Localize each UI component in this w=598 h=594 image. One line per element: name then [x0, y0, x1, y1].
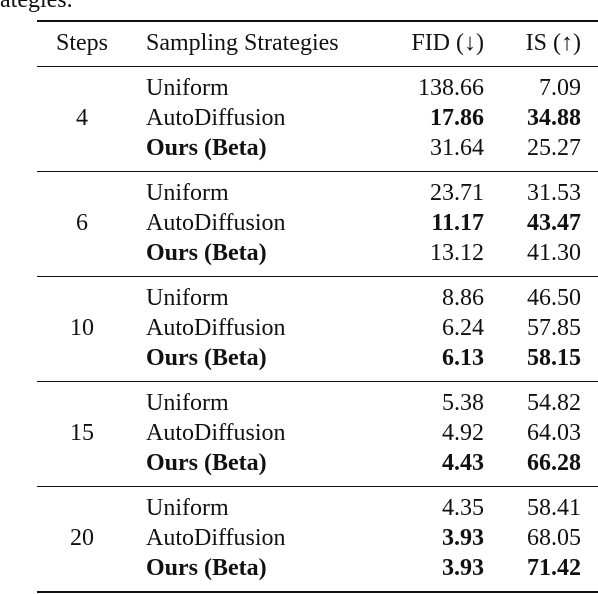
strategy-cell: AutoDiffusion	[146, 525, 286, 551]
fid-cell: 6.24	[442, 315, 484, 341]
table-bottom-rule	[37, 591, 598, 593]
is-cell: 25.27	[527, 135, 581, 161]
header-steps: Steps	[55, 30, 108, 56]
fid-cell: 4.92	[442, 420, 484, 446]
group-divider-rule	[37, 276, 598, 277]
strategy-cell: Ours (Beta)	[146, 240, 267, 266]
fid-cell: 4.43	[442, 450, 484, 476]
table-top-rule	[37, 20, 598, 22]
is-cell: 46.50	[527, 285, 581, 311]
is-cell: 54.82	[527, 390, 581, 416]
strategy-cell: AutoDiffusion	[146, 105, 286, 131]
strategy-cell: Uniform	[146, 75, 229, 101]
strategy-cell: AutoDiffusion	[146, 315, 286, 341]
strategy-cell: Ours (Beta)	[146, 450, 267, 476]
fid-cell: 3.93	[442, 525, 484, 551]
group-divider-rule	[37, 171, 598, 172]
is-cell: 31.53	[527, 180, 581, 206]
header-is: IS (↑)	[525, 30, 581, 56]
fid-cell: 13.12	[430, 240, 484, 266]
group-divider-rule	[37, 381, 598, 382]
is-cell: 58.41	[527, 495, 581, 521]
strategy-cell: Uniform	[146, 285, 229, 311]
is-cell: 68.05	[527, 525, 581, 551]
is-cell: 43.47	[527, 210, 581, 236]
is-cell: 57.85	[527, 315, 581, 341]
is-cell: 58.15	[527, 345, 581, 371]
steps-cell: 15	[70, 420, 94, 446]
fid-cell: 17.86	[430, 105, 484, 131]
strategy-cell: Uniform	[146, 180, 229, 206]
fid-cell: 3.93	[442, 555, 484, 581]
is-cell: 41.30	[527, 240, 581, 266]
steps-cell: 10	[70, 315, 94, 341]
fid-cell: 23.71	[430, 180, 484, 206]
fid-cell: 8.86	[442, 285, 484, 311]
header-fid: FID (↓)	[411, 30, 484, 56]
is-cell: 34.88	[527, 105, 581, 131]
is-cell: 7.09	[539, 75, 581, 101]
fid-cell: 11.17	[431, 210, 484, 236]
is-cell: 64.03	[527, 420, 581, 446]
fid-cell: 31.64	[430, 135, 484, 161]
is-cell: 71.42	[527, 555, 581, 581]
steps-cell: 20	[70, 525, 94, 551]
caption-fragment: ategies.	[0, 0, 73, 13]
group-divider-rule	[37, 486, 598, 487]
fid-cell: 5.38	[442, 390, 484, 416]
header-strategy: Sampling Strategies	[146, 30, 339, 56]
fid-cell: 4.35	[442, 495, 484, 521]
strategy-cell: Ours (Beta)	[146, 555, 267, 581]
steps-cell: 4	[76, 105, 88, 131]
fid-cell: 6.13	[442, 345, 484, 371]
strategy-cell: Uniform	[146, 495, 229, 521]
is-cell: 66.28	[527, 450, 581, 476]
strategy-cell: Ours (Beta)	[146, 345, 267, 371]
fid-cell: 138.66	[418, 75, 484, 101]
strategy-cell: AutoDiffusion	[146, 420, 286, 446]
strategy-cell: Uniform	[146, 390, 229, 416]
strategy-cell: AutoDiffusion	[146, 210, 286, 236]
group-divider-rule	[37, 66, 598, 67]
steps-cell: 6	[76, 210, 88, 236]
strategy-cell: Ours (Beta)	[146, 135, 267, 161]
